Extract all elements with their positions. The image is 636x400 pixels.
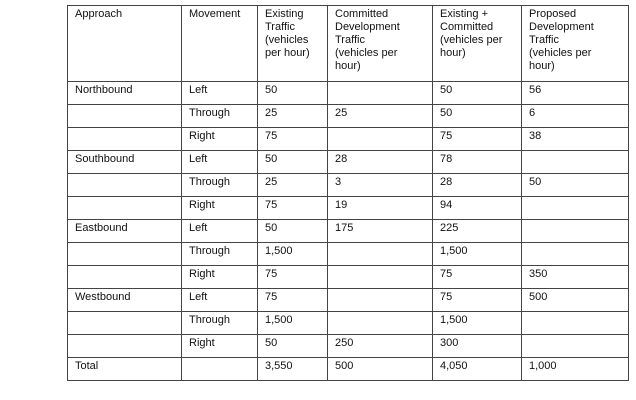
table-cell <box>67 334 182 358</box>
table-row: Through 1,500 1,500 <box>67 242 629 266</box>
table-cell: Right <box>181 127 258 151</box>
table-cell: Total <box>67 357 182 381</box>
table-cell: 78 <box>432 150 522 174</box>
table-cell: 75 <box>432 288 522 312</box>
table-cell: 50 <box>432 81 522 105</box>
table-row: Right 75 19 94 <box>67 196 629 220</box>
table-cell <box>181 357 258 381</box>
table-cell: 50 <box>257 334 328 358</box>
table-cell <box>327 242 433 266</box>
table-cell <box>327 81 433 105</box>
table-cell <box>327 311 433 335</box>
table-cell: 1,500 <box>432 242 522 266</box>
table-cell: 75 <box>432 265 522 289</box>
table-cell: 75 <box>257 127 328 151</box>
table-cell: Left <box>181 219 258 243</box>
table-cell: 50 <box>257 81 328 105</box>
table-cell: Left <box>181 150 258 174</box>
table-cell <box>67 265 182 289</box>
table-row: Through 25 3 28 50 <box>67 173 629 197</box>
table-cell: 75 <box>257 196 328 220</box>
table-cell <box>521 219 629 243</box>
table-row: Right 50 250 300 <box>67 334 629 358</box>
header-row: Approach Movement Existing Traffic (vehicl… <box>67 5 629 82</box>
table-cell: 350 <box>521 265 629 289</box>
table-cell: Through <box>181 104 258 128</box>
table-cell: 250 <box>327 334 433 358</box>
table-cell <box>521 150 629 174</box>
table-cell: 300 <box>432 334 522 358</box>
table-cell: 94 <box>432 196 522 220</box>
table-row: Right 75 75 38 <box>67 127 629 151</box>
column-header: Movement <box>181 5 258 82</box>
table-cell: 50 <box>257 219 328 243</box>
table-cell: 1,500 <box>257 311 328 335</box>
column-header: Committed Development Traffic (vehicles … <box>327 5 433 82</box>
table-cell <box>327 127 433 151</box>
table-cell: 175 <box>327 219 433 243</box>
column-header: Proposed Development Traffic (vehicles p… <box>521 5 629 82</box>
table-cell <box>521 242 629 266</box>
table-cell: 500 <box>521 288 629 312</box>
table-row: Westbound Left 75 75 500 <box>67 288 629 312</box>
table-cell: 1,500 <box>257 242 328 266</box>
table-cell: 3,550 <box>257 357 328 381</box>
table-cell: Right <box>181 196 258 220</box>
table-cell: 28 <box>432 173 522 197</box>
table-cell: Southbound <box>67 150 182 174</box>
table-cell <box>67 196 182 220</box>
table-cell <box>67 104 182 128</box>
table-cell: 4,050 <box>432 357 522 381</box>
table-cell: 1,500 <box>432 311 522 335</box>
table-cell: 50 <box>521 173 629 197</box>
total-row: Total 3,550 500 4,050 1,000 <box>67 357 629 381</box>
table-cell: 38 <box>521 127 629 151</box>
table-cell: 28 <box>327 150 433 174</box>
table-cell <box>327 288 433 312</box>
table-cell: 1,000 <box>521 357 629 381</box>
table-cell: 25 <box>327 104 433 128</box>
table-cell: Through <box>181 242 258 266</box>
table-row: Right 75 75 350 <box>67 265 629 289</box>
table-cell: 500 <box>327 357 433 381</box>
table-cell: 75 <box>432 127 522 151</box>
table-cell: Northbound <box>67 81 182 105</box>
table-cell: 19 <box>327 196 433 220</box>
table-cell: 25 <box>257 104 328 128</box>
table-cell <box>67 173 182 197</box>
table-cell <box>67 242 182 266</box>
table-cell: Right <box>181 265 258 289</box>
table-cell <box>521 334 629 358</box>
table-cell: 56 <box>521 81 629 105</box>
table-cell: Through <box>181 311 258 335</box>
table-cell <box>521 311 629 335</box>
table-cell: 6 <box>521 104 629 128</box>
traffic-volume-table: Approach Movement Existing Traffic (vehicl… <box>67 5 629 381</box>
table-cell: Westbound <box>67 288 182 312</box>
table-cell: 75 <box>257 265 328 289</box>
table-row: Through 1,500 1,500 <box>67 311 629 335</box>
table-cell <box>67 127 182 151</box>
column-header: Existing + Committed (vehicles per hour) <box>432 5 522 82</box>
table-row: Northbound Left 50 50 56 <box>67 81 629 105</box>
table-cell <box>67 311 182 335</box>
table-row: Through 25 25 50 6 <box>67 104 629 128</box>
column-header: Existing Traffic (vehicles per hour) <box>257 5 328 82</box>
table-cell: Eastbound <box>67 219 182 243</box>
table-cell: Left <box>181 288 258 312</box>
table-cell <box>521 196 629 220</box>
table-cell: 25 <box>257 173 328 197</box>
table-row: Eastbound Left 50 175 225 <box>67 219 629 243</box>
table-cell: Right <box>181 334 258 358</box>
table-cell: 3 <box>327 173 433 197</box>
table-cell: 225 <box>432 219 522 243</box>
table-cell: Left <box>181 81 258 105</box>
table-cell: 50 <box>257 150 328 174</box>
column-header: Approach <box>67 5 182 82</box>
table-cell: 50 <box>432 104 522 128</box>
table-row: Southbound Left 50 28 78 <box>67 150 629 174</box>
table-cell: 75 <box>257 288 328 312</box>
table-cell: Through <box>181 173 258 197</box>
table-cell <box>327 265 433 289</box>
